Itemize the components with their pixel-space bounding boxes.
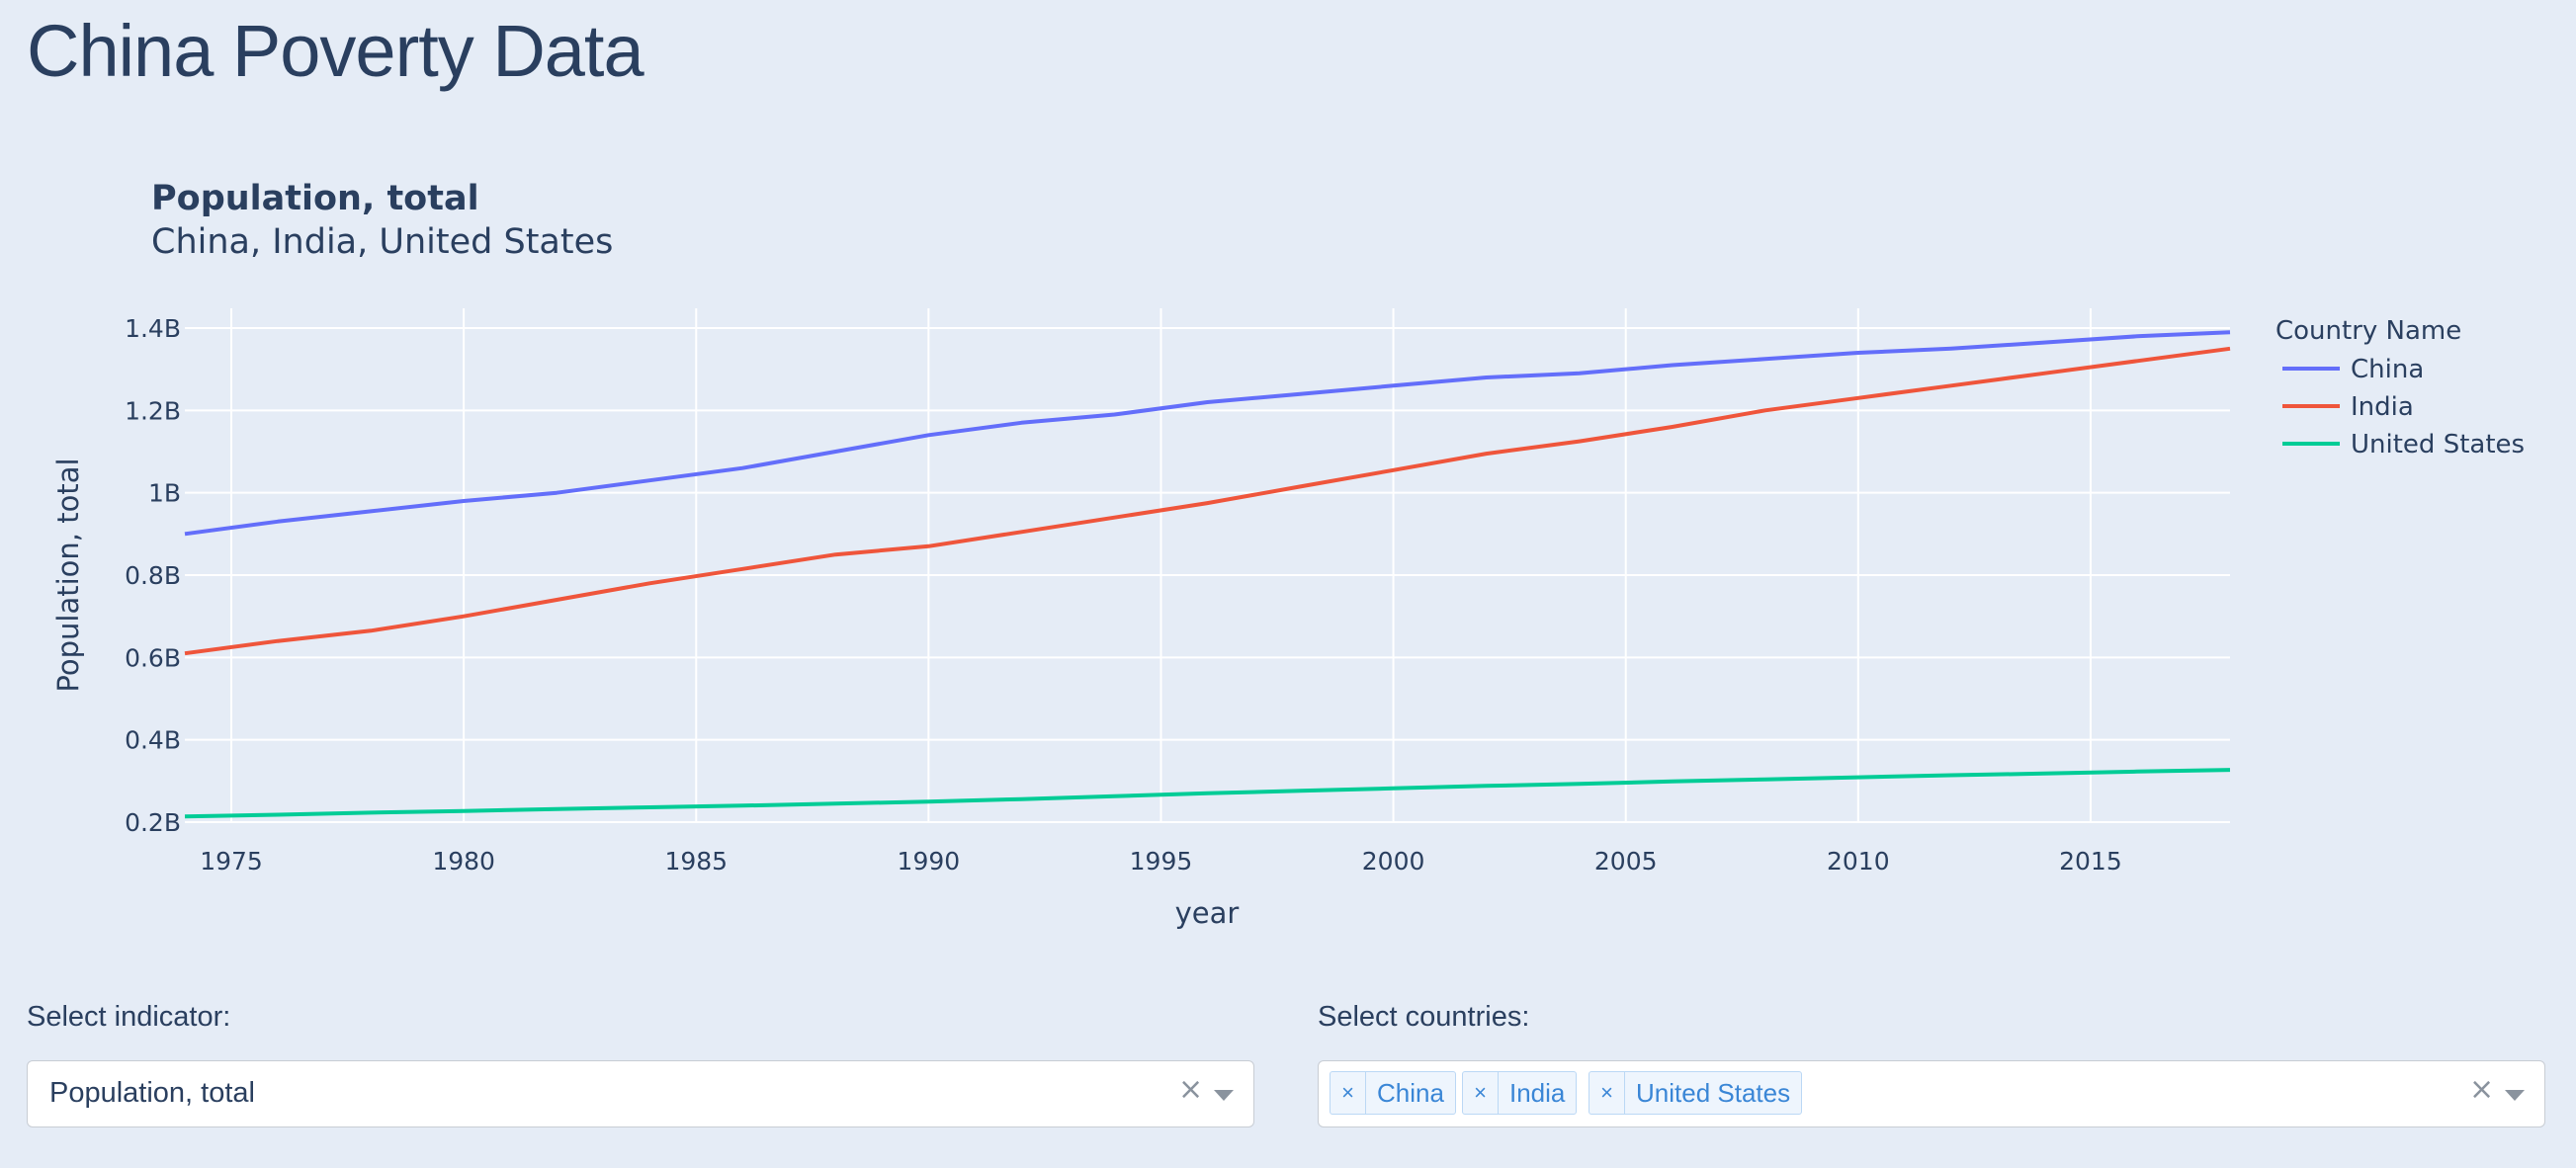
- country-tag-label: India: [1509, 1077, 1566, 1108]
- series-line-india: [184, 346, 2231, 656]
- x-tick-label: 2010: [1827, 847, 1890, 876]
- y-tick-label: 0.2B: [125, 808, 181, 837]
- indicator-clear-icon[interactable]: ×: [1178, 1072, 1204, 1107]
- indicator-chevron-down-icon[interactable]: [1214, 1090, 1234, 1101]
- series-line-china: [184, 330, 2231, 537]
- y-tick-label: 0.6B: [125, 643, 181, 672]
- page-title: China Poverty Data: [27, 10, 644, 92]
- x-tick-label: 2015: [2059, 847, 2122, 876]
- x-tick-label: 1990: [898, 847, 961, 876]
- x-tick-label: 1995: [1130, 847, 1193, 876]
- country-tag-label: United States: [1636, 1077, 1791, 1108]
- country-tag-label: China: [1377, 1077, 1444, 1108]
- remove-india-icon[interactable]: ×: [1463, 1072, 1499, 1114]
- x-tick-label: 1975: [200, 847, 263, 876]
- y-tick-label: 0.8B: [125, 561, 181, 590]
- y-tick-label: 1.4B: [125, 314, 181, 343]
- y-tick-label: 1.2B: [125, 396, 181, 425]
- x-tick-label: 2005: [1594, 847, 1658, 876]
- x-tick-label: 1985: [664, 847, 728, 876]
- legend-label-china: China: [2351, 355, 2424, 384]
- country-tag-india: × India: [1462, 1071, 1578, 1115]
- countries-label: Select countries:: [1318, 1001, 1530, 1033]
- x-axis-ticks: 1975 1980 1985 1990 1995 2000 2005 2010 2015: [200, 847, 2122, 876]
- grid-lines: [185, 308, 2230, 823]
- x-axis-label: year: [1175, 896, 1240, 930]
- x-tick-label: 2000: [1362, 847, 1425, 876]
- country-tag-china: × China: [1330, 1071, 1456, 1115]
- countries-multiselect[interactable]: × China × India × United States ×: [1318, 1060, 2545, 1127]
- remove-china-icon[interactable]: ×: [1331, 1072, 1366, 1114]
- series-lines: [184, 330, 2231, 819]
- legend-label-india: India: [2351, 392, 2414, 422]
- y-axis-ticks: 0.2B 0.4B 0.6B 0.8B 1B 1.2B 1.4B: [125, 314, 181, 837]
- countries-clear-icon[interactable]: ×: [2469, 1072, 2495, 1107]
- y-tick-label: 0.4B: [125, 726, 181, 755]
- chart-subtitle: China, India, United States: [151, 222, 613, 262]
- legend-title: Country Name: [2275, 316, 2461, 346]
- chart-title: Population, total: [151, 179, 479, 218]
- legend[interactable]: Country Name China India United States: [2275, 316, 2525, 459]
- series-line-united-states: [184, 768, 2231, 819]
- indicator-label: Select indicator:: [27, 1001, 231, 1033]
- indicator-selected-value: Population, total: [49, 1077, 255, 1109]
- x-tick-label: 1980: [432, 847, 495, 876]
- countries-chevron-down-icon[interactable]: [2505, 1090, 2525, 1101]
- remove-united-states-icon[interactable]: ×: [1589, 1072, 1625, 1114]
- population-line-chart: 1975 1980 1985 1990 1995 2000 2005 2010 2015 0.2…: [51, 179, 2525, 930]
- country-tag-united-states: × United States: [1589, 1071, 1803, 1115]
- indicator-dropdown[interactable]: Population, total ×: [27, 1060, 1254, 1127]
- y-axis-label: Population, total: [51, 458, 85, 692]
- legend-label-united-states: United States: [2351, 430, 2525, 459]
- y-tick-label: 1B: [148, 479, 181, 508]
